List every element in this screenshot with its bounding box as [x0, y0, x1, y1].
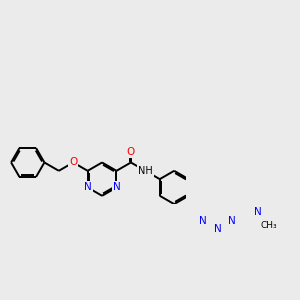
Text: O: O: [127, 147, 135, 157]
Text: N: N: [214, 224, 221, 234]
Text: N: N: [199, 216, 207, 226]
Text: N: N: [112, 182, 120, 193]
Text: N: N: [228, 216, 236, 226]
Text: N: N: [84, 182, 92, 193]
Text: O: O: [69, 158, 77, 167]
Text: NH: NH: [138, 166, 153, 176]
Text: N: N: [254, 207, 261, 218]
Text: CH₃: CH₃: [260, 221, 277, 230]
